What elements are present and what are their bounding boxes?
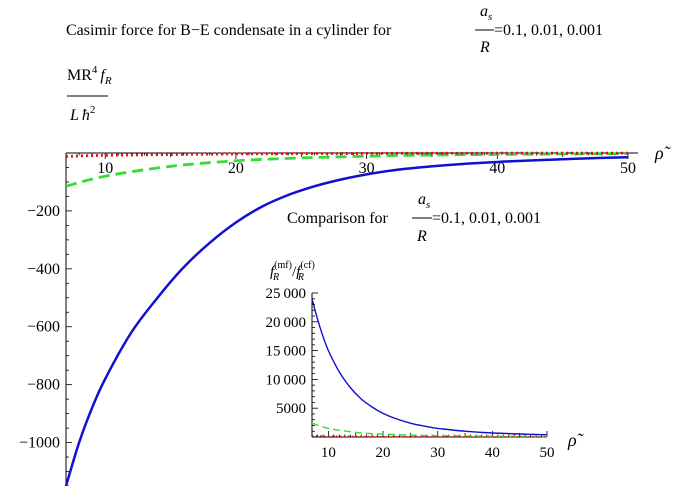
inset-series bbox=[311, 298, 548, 438]
svg-text:as: as bbox=[480, 3, 492, 23]
inset-title-frac-num-sub: s bbox=[426, 199, 430, 211]
inset-x-tick-label: 20 bbox=[376, 445, 391, 461]
inset-title: Comparison for as R =0.1, 0.01, 0.001 bbox=[287, 191, 541, 245]
inset-ylabel-sub2: R bbox=[297, 272, 304, 283]
inset-y-tick-label: 5000 bbox=[276, 401, 306, 417]
main-ylabel-hbar: ħ bbox=[82, 107, 90, 124]
main-title-frac-den: R bbox=[479, 39, 490, 56]
inset-y-tick-label: 15 000 bbox=[265, 344, 306, 360]
main-x-tick-label: 20 bbox=[228, 160, 244, 177]
main-xlabel: ρ̃ bbox=[654, 143, 672, 163]
main-y-tick-label: −1000 bbox=[19, 435, 60, 452]
main-y-tick-label: −200 bbox=[27, 203, 60, 220]
inset-y-tick-label: 10 000 bbox=[265, 372, 306, 388]
inset-x-tick-label: 50 bbox=[540, 445, 555, 461]
svg-text:Comparison for: Comparison for bbox=[287, 210, 389, 227]
inset-ylabel: f(mf) R/f(cf) R bbox=[270, 260, 315, 283]
main-title-prefix: Casimir force for B−E condensate in a cy… bbox=[66, 22, 392, 39]
inset-series-dashed-line bbox=[311, 422, 548, 438]
main-series bbox=[64, 151, 629, 486]
inset-ylabel-f1: f bbox=[270, 264, 276, 280]
main-x-tick-label: 10 bbox=[97, 160, 113, 177]
svg-text:Casimir force for B−E condensa: Casimir force for B−E condensate in a cy… bbox=[66, 22, 392, 39]
inset-y-tick-label: 20 000 bbox=[265, 315, 306, 331]
main-ylabel-L: L bbox=[69, 107, 79, 124]
inset-ylabel-slash: / bbox=[292, 264, 297, 280]
main-x-tick-label: 40 bbox=[489, 160, 505, 177]
svg-text:Lħ2: Lħ2 bbox=[69, 104, 95, 124]
inset-x-tick-label: 30 bbox=[430, 445, 445, 461]
main-y-tick-label: −400 bbox=[27, 261, 60, 278]
inset-title-prefix: Comparison for bbox=[287, 210, 389, 227]
main-ylabel-mr: MR bbox=[67, 67, 92, 84]
main-ylabel-sub-r: R bbox=[104, 75, 112, 87]
inset-x-tick-label: 40 bbox=[485, 445, 500, 461]
main-ylabel-f: f bbox=[100, 67, 107, 84]
inset-ylabel-sup2: (cf) bbox=[300, 260, 314, 271]
inset-series-solid-line bbox=[311, 298, 548, 436]
inset-xlabel: ρ̃ bbox=[567, 430, 585, 450]
inset-title-frac-den: R bbox=[416, 228, 427, 245]
inset-ylabel-sup1: (mf) bbox=[274, 260, 292, 271]
main-series-solid-line bbox=[64, 156, 629, 486]
main-series-dashed-line bbox=[65, 152, 629, 188]
main-title-frac-num: a bbox=[480, 3, 488, 20]
main-title-suffix: =0.1, 0.01, 0.001 bbox=[494, 22, 603, 39]
main-ylabel-sup2: 2 bbox=[90, 104, 96, 116]
inset-axes: 10 20 30 40 50 5000 10 000 15 000 20 000 25 000 bbox=[265, 286, 554, 461]
main-x-tick-label: 50 bbox=[620, 160, 636, 177]
inset-y-tick-label: 25 000 bbox=[265, 286, 306, 302]
main-y-tick-label: −800 bbox=[27, 377, 60, 394]
main-title-frac-num-sub: s bbox=[488, 11, 492, 23]
svg-text:as: as bbox=[418, 191, 430, 211]
inset-ylabel-f2: f bbox=[296, 264, 302, 280]
main-ylabel-sup4: 4 bbox=[92, 64, 98, 76]
inset-ylabel-sub1: R bbox=[272, 272, 279, 283]
main-y-tick-label: −600 bbox=[27, 319, 60, 336]
inset-title-suffix: =0.1, 0.01, 0.001 bbox=[432, 210, 541, 227]
inset-x-tick-label: 10 bbox=[321, 445, 336, 461]
inset-title-frac-num: a bbox=[418, 191, 426, 208]
main-title: Casimir force for B−E condensate in a cy… bbox=[66, 3, 603, 56]
